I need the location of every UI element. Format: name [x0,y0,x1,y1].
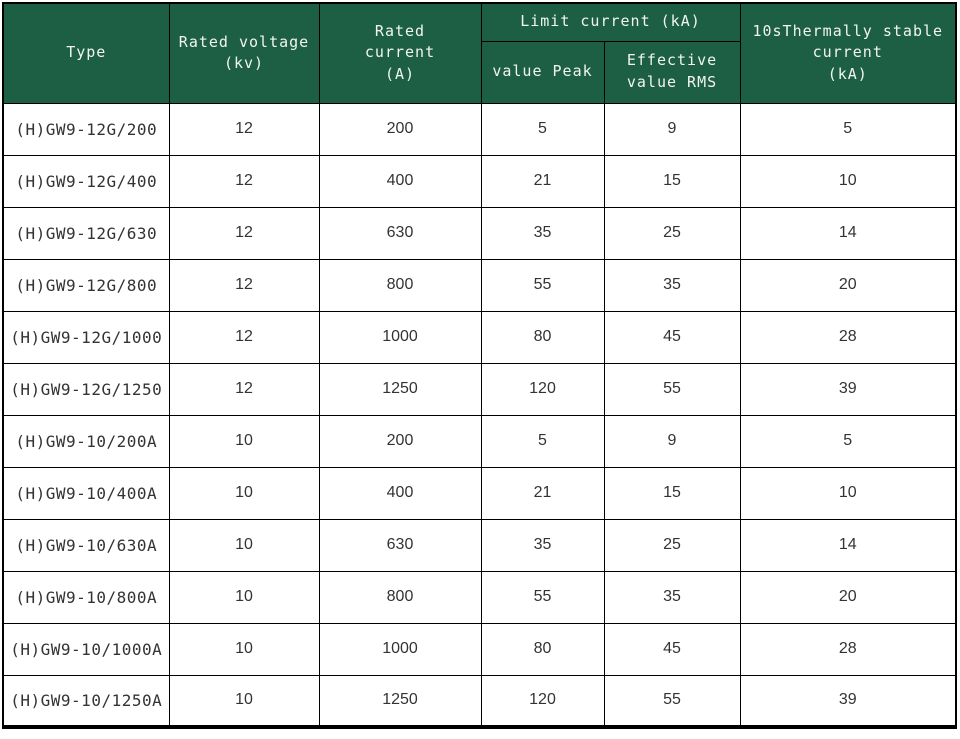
cell-thermal: 5 [739,102,957,156]
cell-thermal: 5 [739,414,957,468]
cell-peak: 21 [480,466,605,520]
table-header: Type Rated voltage (kv) Rated current (A… [2,2,957,104]
cell-rated-voltage: 10 [168,466,320,520]
cell-type: (H)GW9-12G/200 [2,102,170,156]
cell-rms: 15 [603,154,741,208]
cell-type: (H)GW9-10/200A [2,414,170,468]
table-row: (H)GW9-12G/630 12 630 35 25 14 [2,206,957,260]
cell-rated-current: 630 [318,518,482,572]
cell-rated-current: 1000 [318,622,482,676]
column-header-type: Type [2,2,170,104]
cell-rms: 9 [603,414,741,468]
cell-rms: 35 [603,570,741,624]
table-row: (H)GW9-12G/1000 12 1000 80 45 28 [2,310,957,364]
cell-thermal: 10 [739,154,957,208]
table-body: (H)GW9-12G/200 12 200 5 9 5 (H)GW9-12G/4… [2,102,957,728]
cell-thermal: 20 [739,570,957,624]
cell-rated-voltage: 12 [168,258,320,312]
cell-peak: 21 [480,154,605,208]
table-row: (H)GW9-10/1250A 10 1250 120 55 39 [2,674,957,728]
cell-type: (H)GW9-10/800A [2,570,170,624]
cell-rated-voltage: 10 [168,622,320,676]
cell-type: (H)GW9-12G/1250 [2,362,170,416]
cell-rated-voltage: 12 [168,102,320,156]
cell-thermal: 28 [739,622,957,676]
cell-rated-current: 1000 [318,310,482,364]
cell-peak: 120 [480,674,605,728]
cell-rms: 55 [603,362,741,416]
cell-rated-voltage: 10 [168,570,320,624]
cell-rated-current: 800 [318,258,482,312]
cell-thermal: 28 [739,310,957,364]
cell-type: (H)GW9-10/400A [2,466,170,520]
column-header-value-peak: value Peak [480,40,605,104]
cell-type: (H)GW9-10/1250A [2,674,170,728]
cell-rated-current: 200 [318,102,482,156]
cell-thermal: 14 [739,518,957,572]
spec-table: Type Rated voltage (kv) Rated current (A… [2,2,957,729]
cell-thermal: 39 [739,674,957,728]
table-row: (H)GW9-10/800A 10 800 55 35 20 [2,570,957,624]
cell-peak: 80 [480,310,605,364]
cell-rated-current: 400 [318,466,482,520]
cell-peak: 120 [480,362,605,416]
cell-rms: 25 [603,206,741,260]
cell-type: (H)GW9-12G/800 [2,258,170,312]
cell-rms: 25 [603,518,741,572]
cell-type: (H)GW9-12G/630 [2,206,170,260]
cell-rated-voltage: 10 [168,518,320,572]
cell-rated-voltage: 12 [168,206,320,260]
column-header-rated-current: Rated current (A) [318,2,482,104]
cell-rated-voltage: 12 [168,362,320,416]
cell-rated-current: 200 [318,414,482,468]
table-row: (H)GW9-10/630A 10 630 35 25 14 [2,518,957,572]
cell-peak: 35 [480,518,605,572]
cell-rms: 45 [603,622,741,676]
cell-thermal: 39 [739,362,957,416]
cell-rated-current: 400 [318,154,482,208]
table-row: (H)GW9-12G/200 12 200 5 9 5 [2,102,957,156]
table-row: (H)GW9-12G/1250 12 1250 120 55 39 [2,362,957,416]
cell-rms: 45 [603,310,741,364]
cell-rated-voltage: 12 [168,154,320,208]
cell-peak: 55 [480,258,605,312]
column-header-effective-rms: Effective value RMS [603,40,741,104]
cell-rated-current: 1250 [318,362,482,416]
cell-type: (H)GW9-10/1000A [2,622,170,676]
cell-rms: 35 [603,258,741,312]
cell-peak: 5 [480,414,605,468]
cell-peak: 55 [480,570,605,624]
cell-peak: 35 [480,206,605,260]
column-header-rated-voltage: Rated voltage (kv) [168,2,320,104]
cell-rated-voltage: 10 [168,674,320,728]
table-row: (H)GW9-10/1000A 10 1000 80 45 28 [2,622,957,676]
table-row: (H)GW9-10/200A 10 200 5 9 5 [2,414,957,468]
cell-rated-current: 630 [318,206,482,260]
cell-thermal: 10 [739,466,957,520]
table-row: (H)GW9-10/400A 10 400 21 15 10 [2,466,957,520]
table-row: (H)GW9-12G/400 12 400 21 15 10 [2,154,957,208]
cell-rms: 15 [603,466,741,520]
cell-thermal: 14 [739,206,957,260]
cell-type: (H)GW9-12G/400 [2,154,170,208]
cell-thermal: 20 [739,258,957,312]
column-header-limit-current-group: Limit current (kA) [480,2,741,42]
cell-rated-current: 800 [318,570,482,624]
cell-type: (H)GW9-10/630A [2,518,170,572]
cell-peak: 80 [480,622,605,676]
header-row-group: Type Rated voltage (kv) Rated current (A… [2,2,957,104]
cell-rms: 55 [603,674,741,728]
cell-rated-current: 1250 [318,674,482,728]
cell-rated-voltage: 12 [168,310,320,364]
cell-rated-voltage: 10 [168,414,320,468]
cell-rms: 9 [603,102,741,156]
cell-type: (H)GW9-12G/1000 [2,310,170,364]
header-row-sub: value Peak Effective value RMS [3,40,956,104]
table-row: (H)GW9-12G/800 12 800 55 35 20 [2,258,957,312]
column-header-thermal-stable: 10sThermally stable current (kA) [739,2,957,104]
cell-peak: 5 [480,102,605,156]
